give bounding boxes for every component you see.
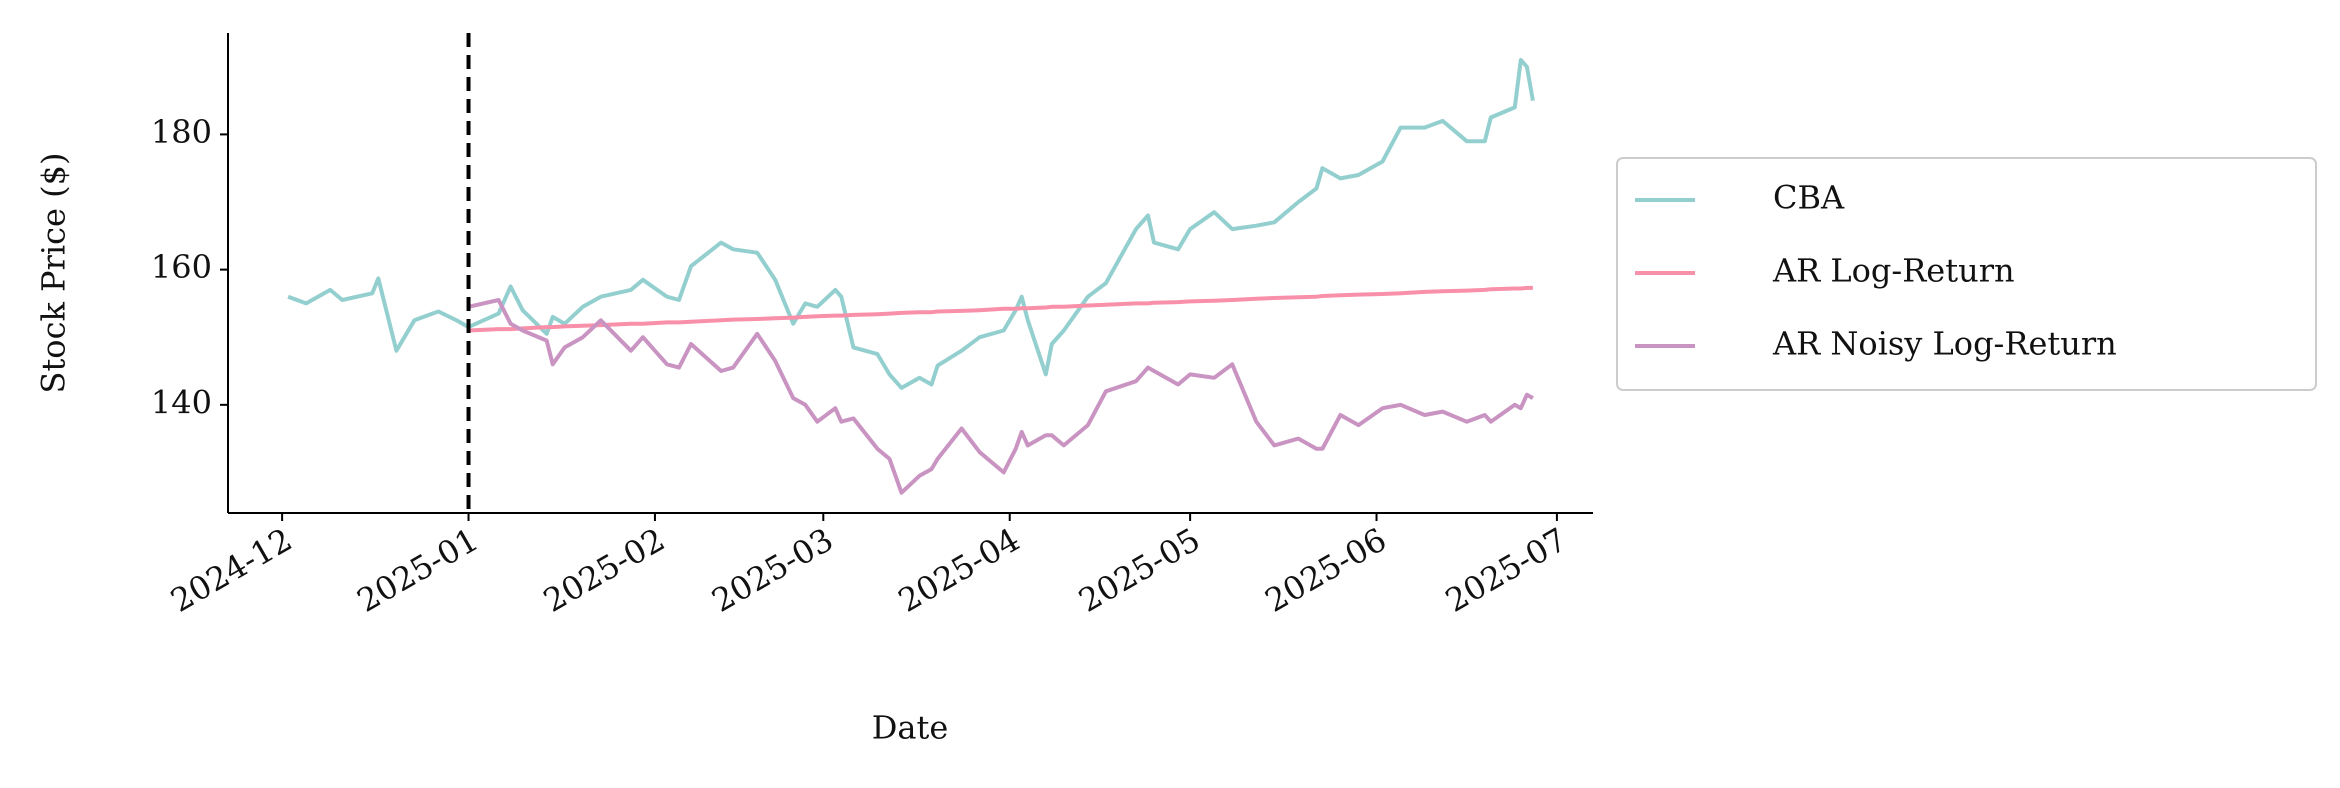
x-tick-label: 2025-04	[892, 520, 1026, 619]
series-line	[287, 58, 1535, 390]
y-tick-label: 180	[151, 113, 212, 151]
legend-label: AR Noisy Log-Return	[1772, 325, 2117, 363]
y-axis-label: Stock Price ($)	[35, 153, 73, 394]
x-tick-label: 2025-07	[1439, 520, 1573, 619]
legend-box	[1616, 157, 2317, 391]
legend-label: CBA	[1773, 179, 1845, 217]
legend-label: AR Log-Return	[1772, 252, 2015, 290]
series-line	[468, 285, 1533, 333]
x-tick-label: 2024-12	[164, 520, 298, 619]
x-tick-label: 2025-06	[1259, 520, 1393, 619]
x-tick-label: 2025-03	[705, 520, 839, 619]
series-line	[468, 298, 1534, 495]
x-tick-label: 2025-01	[351, 520, 485, 619]
y-tick-label: 140	[151, 383, 212, 421]
x-tick-label: 2025-05	[1072, 520, 1206, 619]
x-tick-label: 2025-02	[537, 520, 671, 619]
x-axis-label: Date	[872, 709, 949, 747]
y-tick-label: 160	[151, 248, 212, 286]
